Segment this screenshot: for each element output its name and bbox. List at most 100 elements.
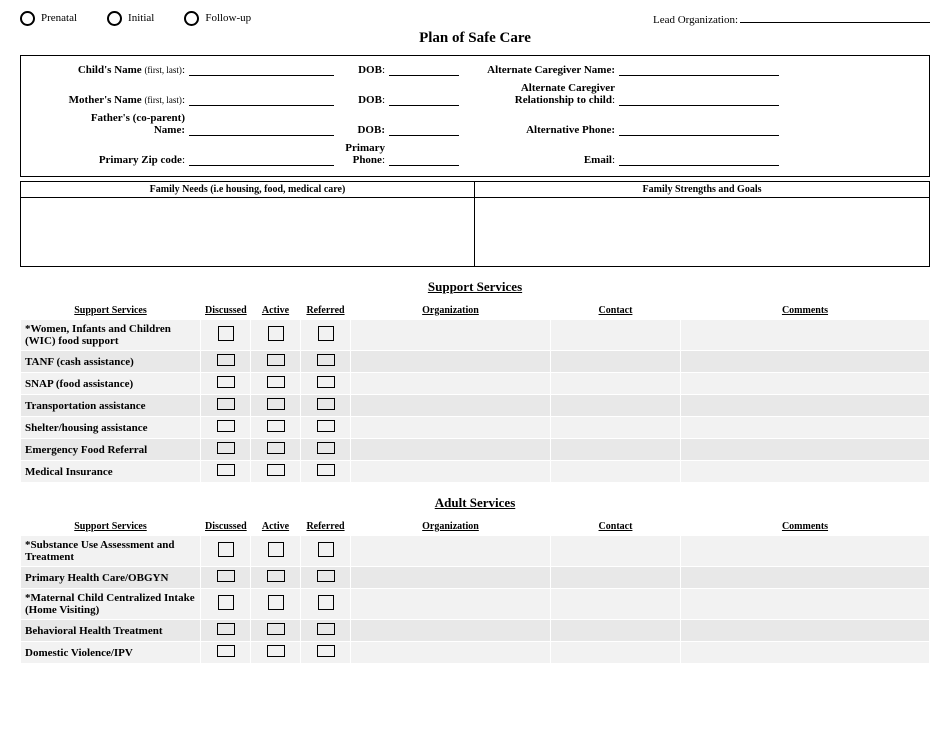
checkbox-icon[interactable] — [218, 326, 234, 341]
radio-label: Initial — [128, 12, 154, 24]
contact-cell[interactable] — [551, 417, 681, 439]
child-name-input[interactable] — [189, 62, 334, 76]
mother-name-input[interactable] — [189, 92, 334, 106]
checkbox-icon[interactable] — [217, 376, 235, 388]
organization-cell[interactable] — [351, 351, 551, 373]
col-referred: Referred — [301, 518, 351, 536]
checkbox-icon[interactable] — [268, 595, 284, 610]
organization-cell[interactable] — [351, 320, 551, 351]
comments-cell[interactable] — [681, 620, 930, 642]
checkbox-icon[interactable] — [317, 464, 335, 476]
table-header-row: Support Services Discussed Active Referr… — [21, 302, 930, 320]
col-organization: Organization — [351, 302, 551, 320]
contact-cell[interactable] — [551, 320, 681, 351]
family-strengths-input[interactable] — [475, 198, 929, 266]
organization-cell[interactable] — [351, 417, 551, 439]
comments-cell[interactable] — [681, 373, 930, 395]
service-name: Medical Insurance — [21, 461, 201, 483]
checkbox-icon[interactable] — [267, 464, 285, 476]
checkbox-icon[interactable] — [317, 570, 335, 582]
organization-cell[interactable] — [351, 567, 551, 589]
comments-cell[interactable] — [681, 439, 930, 461]
organization-cell[interactable] — [351, 536, 551, 567]
organization-cell[interactable] — [351, 589, 551, 620]
radio-followup[interactable]: Follow-up — [184, 11, 251, 26]
checkbox-icon[interactable] — [268, 542, 284, 557]
family-needs-input[interactable] — [21, 198, 475, 266]
checkbox-icon[interactable] — [217, 420, 235, 432]
alt-caregiver-rel-input[interactable] — [619, 92, 779, 106]
organization-cell[interactable] — [351, 642, 551, 664]
contact-cell[interactable] — [551, 536, 681, 567]
checkbox-icon[interactable] — [267, 354, 285, 366]
checkbox-icon[interactable] — [317, 354, 335, 366]
checkbox-icon[interactable] — [268, 326, 284, 341]
checkbox-icon[interactable] — [267, 398, 285, 410]
checkbox-icon[interactable] — [317, 398, 335, 410]
mother-dob-input[interactable] — [389, 92, 459, 106]
checkbox-icon[interactable] — [267, 376, 285, 388]
referred-cell — [301, 395, 351, 417]
checkbox-icon[interactable] — [217, 623, 235, 635]
checkbox-icon[interactable] — [218, 542, 234, 557]
comments-cell[interactable] — [681, 351, 930, 373]
checkbox-icon[interactable] — [267, 442, 285, 454]
alt-phone-input[interactable] — [619, 122, 779, 136]
organization-cell[interactable] — [351, 620, 551, 642]
checkbox-icon[interactable] — [318, 326, 334, 341]
comments-cell[interactable] — [681, 395, 930, 417]
contact-cell[interactable] — [551, 461, 681, 483]
child-dob-input[interactable] — [389, 62, 459, 76]
checkbox-icon[interactable] — [267, 623, 285, 635]
table-row: Emergency Food Referral — [21, 439, 930, 461]
checkbox-icon[interactable] — [267, 570, 285, 582]
organization-cell[interactable] — [351, 439, 551, 461]
checkbox-icon[interactable] — [267, 420, 285, 432]
father-name-input[interactable] — [189, 122, 334, 136]
radio-initial[interactable]: Initial — [107, 11, 154, 26]
checkbox-icon[interactable] — [317, 645, 335, 657]
checkbox-icon[interactable] — [317, 376, 335, 388]
email-input[interactable] — [619, 152, 779, 166]
checkbox-icon[interactable] — [217, 645, 235, 657]
checkbox-icon[interactable] — [317, 442, 335, 454]
alt-caregiver-name-input[interactable] — [619, 62, 779, 76]
checkbox-icon[interactable] — [267, 645, 285, 657]
comments-cell[interactable] — [681, 536, 930, 567]
checkbox-icon[interactable] — [217, 570, 235, 582]
checkbox-icon[interactable] — [317, 420, 335, 432]
lead-organization-input[interactable] — [740, 10, 930, 23]
comments-cell[interactable] — [681, 589, 930, 620]
checkbox-icon[interactable] — [318, 542, 334, 557]
checkbox-icon[interactable] — [317, 623, 335, 635]
checkbox-icon[interactable] — [217, 398, 235, 410]
father-dob-input[interactable] — [389, 122, 459, 136]
contact-cell[interactable] — [551, 351, 681, 373]
contact-cell[interactable] — [551, 589, 681, 620]
contact-cell[interactable] — [551, 620, 681, 642]
comments-cell[interactable] — [681, 567, 930, 589]
contact-cell[interactable] — [551, 567, 681, 589]
comments-cell[interactable] — [681, 642, 930, 664]
contact-cell[interactable] — [551, 642, 681, 664]
zip-input[interactable] — [189, 152, 334, 166]
checkbox-icon[interactable] — [318, 595, 334, 610]
contact-cell[interactable] — [551, 395, 681, 417]
service-name: Primary Health Care/OBGYN — [21, 567, 201, 589]
contact-cell[interactable] — [551, 373, 681, 395]
comments-cell[interactable] — [681, 320, 930, 351]
comments-cell[interactable] — [681, 417, 930, 439]
active-cell — [251, 395, 301, 417]
checkbox-icon[interactable] — [218, 595, 234, 610]
radio-prenatal[interactable]: Prenatal — [20, 11, 77, 26]
comments-cell[interactable] — [681, 461, 930, 483]
service-name: *Women, Infants and Children (WIC) food … — [21, 320, 201, 351]
organization-cell[interactable] — [351, 395, 551, 417]
organization-cell[interactable] — [351, 461, 551, 483]
primary-phone-input[interactable] — [389, 152, 459, 166]
organization-cell[interactable] — [351, 373, 551, 395]
checkbox-icon[interactable] — [217, 464, 235, 476]
checkbox-icon[interactable] — [217, 442, 235, 454]
checkbox-icon[interactable] — [217, 354, 235, 366]
contact-cell[interactable] — [551, 439, 681, 461]
